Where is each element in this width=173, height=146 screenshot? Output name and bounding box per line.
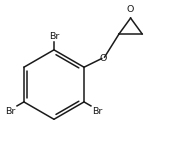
- Text: Br: Br: [5, 107, 16, 116]
- Text: O: O: [99, 54, 107, 63]
- Text: O: O: [127, 5, 134, 14]
- Text: Br: Br: [92, 107, 103, 116]
- Text: Br: Br: [49, 32, 59, 41]
